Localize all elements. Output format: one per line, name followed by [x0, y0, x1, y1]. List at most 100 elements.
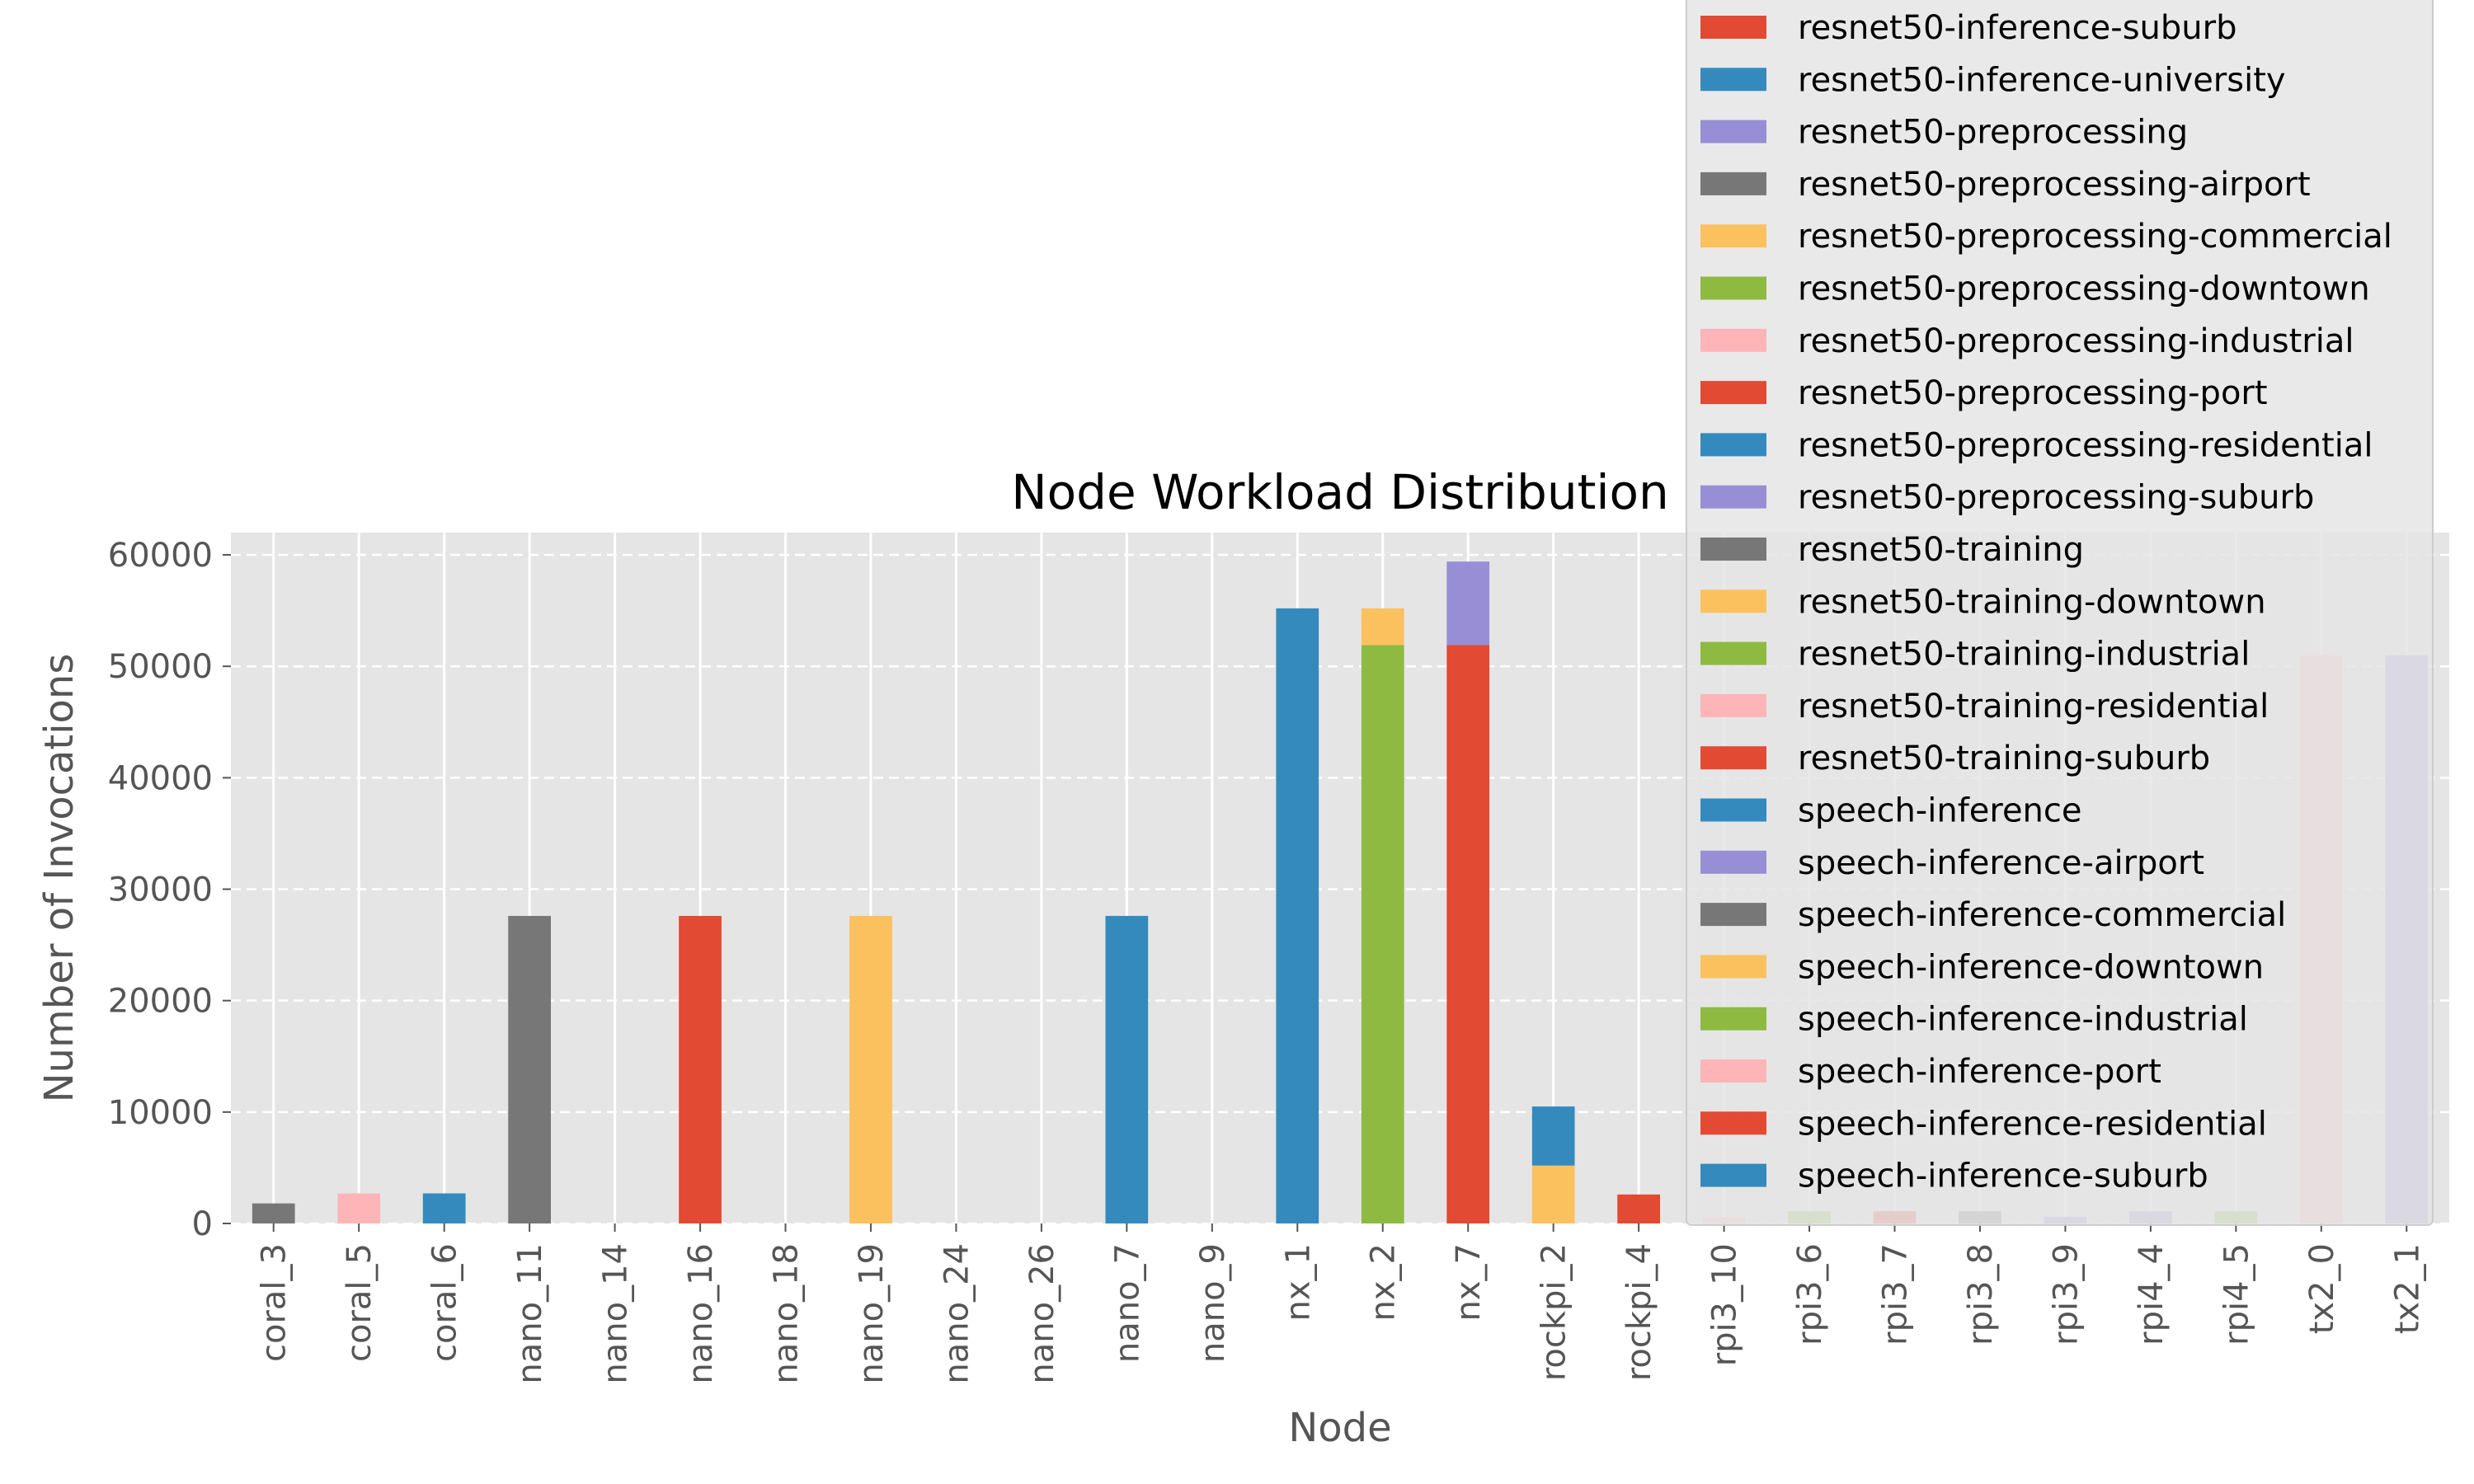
legend-swatch	[1700, 224, 1766, 248]
legend-label: resnet50-training-industrial	[1798, 636, 2250, 674]
legend-label: resnet50-training-suburb	[1798, 740, 2210, 777]
legend-swatch	[1700, 485, 1766, 509]
y-tick-label: 50000	[108, 648, 213, 686]
legend-swatch	[1700, 16, 1766, 39]
bar-segment	[1446, 561, 1490, 646]
legend-label: resnet50-preprocessing-industrial	[1798, 322, 2354, 360]
legend-swatch	[1700, 955, 1766, 979]
legend-label: speech-inference-commercial	[1798, 896, 2286, 934]
legend-label: resnet50-training-residential	[1798, 688, 2269, 726]
y-tick-label: 10000	[108, 1094, 213, 1132]
bar-segment	[1361, 645, 1404, 1223]
legend-swatch	[1700, 589, 1766, 613]
legend-swatch	[1700, 1111, 1766, 1135]
x-tick-label: nano_9	[1194, 1243, 1232, 1363]
x-tick-label: tx2_0	[2303, 1243, 2341, 1334]
bar-segment	[849, 915, 892, 1223]
legend-swatch	[1700, 641, 1766, 665]
x-tick-label: nano_19	[853, 1243, 891, 1384]
x-tick-label: rpi4_5	[2218, 1243, 2255, 1345]
x-tick-label: nano_26	[1023, 1243, 1061, 1384]
legend-swatch	[1700, 433, 1766, 457]
x-tick-label: coral_3	[256, 1243, 294, 1362]
x-tick-label: nano_24	[938, 1243, 976, 1384]
legend-swatch	[1700, 746, 1766, 770]
bar-segment	[1276, 608, 1319, 1223]
x-tick-label: rpi3_10	[1706, 1243, 1744, 1366]
legend-label: speech-inference	[1798, 792, 2082, 830]
y-tick-label: 20000	[108, 983, 213, 1021]
x-tick-label: rpi3_6	[1791, 1243, 1829, 1345]
legend-swatch	[1700, 903, 1766, 927]
x-tick-label: coral_5	[341, 1243, 379, 1362]
x-tick-label: rpi3_7	[1877, 1243, 1915, 1345]
legend-swatch	[1700, 798, 1766, 822]
legend-label: resnet50-preprocessing-suburb	[1798, 479, 2314, 517]
legend-label: speech-inference-downtown	[1798, 948, 2264, 986]
legend-label: speech-inference-port	[1798, 1053, 2161, 1091]
x-tick-label: nx_1	[1279, 1243, 1317, 1321]
legend-label: speech-inference-residential	[1798, 1105, 2267, 1143]
bar-segment	[1531, 1106, 1575, 1166]
legend-label: resnet50-preprocessing-commercial	[1798, 218, 2392, 256]
x-tick-label: rpi3_9	[2047, 1243, 2085, 1345]
x-tick-label: nano_11	[511, 1243, 549, 1384]
x-tick-label: nx_7	[1450, 1243, 1488, 1321]
legend-swatch	[1700, 68, 1766, 92]
legend-swatch	[1700, 538, 1766, 561]
legend: resnet50-inference-suburb resnet50-infere…	[1686, 0, 2434, 1226]
x-tick-label: rpi4_4	[2133, 1243, 2171, 1345]
x-tick-label: rpi3_8	[1962, 1243, 2000, 1345]
x-tick-label: nx_2	[1365, 1243, 1403, 1321]
legend-swatch	[1700, 850, 1766, 874]
bar-segment	[252, 1203, 295, 1223]
y-axis-title: Number of Invocations	[36, 654, 82, 1103]
legend-label: resnet50-training	[1798, 531, 2084, 569]
bar-segment	[1446, 645, 1490, 1223]
bar-segment	[1361, 608, 1404, 646]
x-tick-label: rockpi_4	[1620, 1243, 1658, 1381]
x-tick-label: nano_16	[682, 1243, 720, 1384]
x-tick-label: rockpi_2	[1536, 1243, 1573, 1381]
legend-frame	[1686, 0, 2434, 1226]
legend-swatch	[1700, 1059, 1766, 1082]
bar-segment	[1617, 1194, 1660, 1223]
legend-swatch	[1700, 120, 1766, 143]
y-tick-label: 60000	[108, 537, 213, 575]
bar-segment	[422, 1193, 466, 1223]
legend-label: resnet50-preprocessing-port	[1798, 374, 2268, 412]
y-tick-label: 0	[192, 1205, 213, 1243]
x-axis: coral_3 coral_5 coral_6 nano_11 nano_14 nano_…	[256, 1223, 2426, 1384]
legend-label: resnet50-preprocessing-downtown	[1798, 270, 2370, 308]
bar-segment	[337, 1193, 381, 1223]
legend-swatch	[1700, 693, 1766, 717]
legend-swatch	[1700, 276, 1766, 300]
legend-swatch	[1700, 1007, 1766, 1031]
x-tick-label: coral_6	[426, 1243, 464, 1362]
legend-label: speech-inference-suburb	[1798, 1158, 2208, 1195]
legend-label: resnet50-preprocessing-residential	[1798, 426, 2373, 464]
bar-segment	[508, 915, 551, 1223]
bar-segment	[1105, 915, 1149, 1223]
legend-label: speech-inference-airport	[1798, 844, 2204, 882]
y-axis: 0 10000 20000 30000 40000 50000 60000	[108, 537, 231, 1243]
x-tick-label: nano_7	[1108, 1243, 1146, 1363]
legend-label: speech-inference-industrial	[1798, 1001, 2248, 1039]
x-tick-label: tx2_1	[2388, 1243, 2426, 1334]
x-tick-label: nano_14	[597, 1243, 635, 1384]
y-tick-label: 40000	[108, 759, 213, 797]
bar-segment	[679, 915, 722, 1223]
x-tick-label: nano_18	[768, 1243, 806, 1384]
legend-label: resnet50-training-downtown	[1798, 583, 2266, 621]
x-axis-title: Node	[1288, 1405, 1391, 1451]
bar-segment	[1531, 1165, 1575, 1223]
chart-title: Node Workload Distribution	[1011, 464, 1668, 520]
legend-label: resnet50-preprocessing	[1798, 114, 2188, 152]
legend-label: resnet50-inference-suburb	[1798, 9, 2236, 47]
legend-swatch	[1700, 328, 1766, 352]
legend-label: resnet50-preprocessing-airport	[1798, 166, 2311, 204]
legend-swatch	[1700, 381, 1766, 405]
y-tick-label: 30000	[108, 871, 213, 909]
legend-swatch	[1700, 171, 1766, 195]
